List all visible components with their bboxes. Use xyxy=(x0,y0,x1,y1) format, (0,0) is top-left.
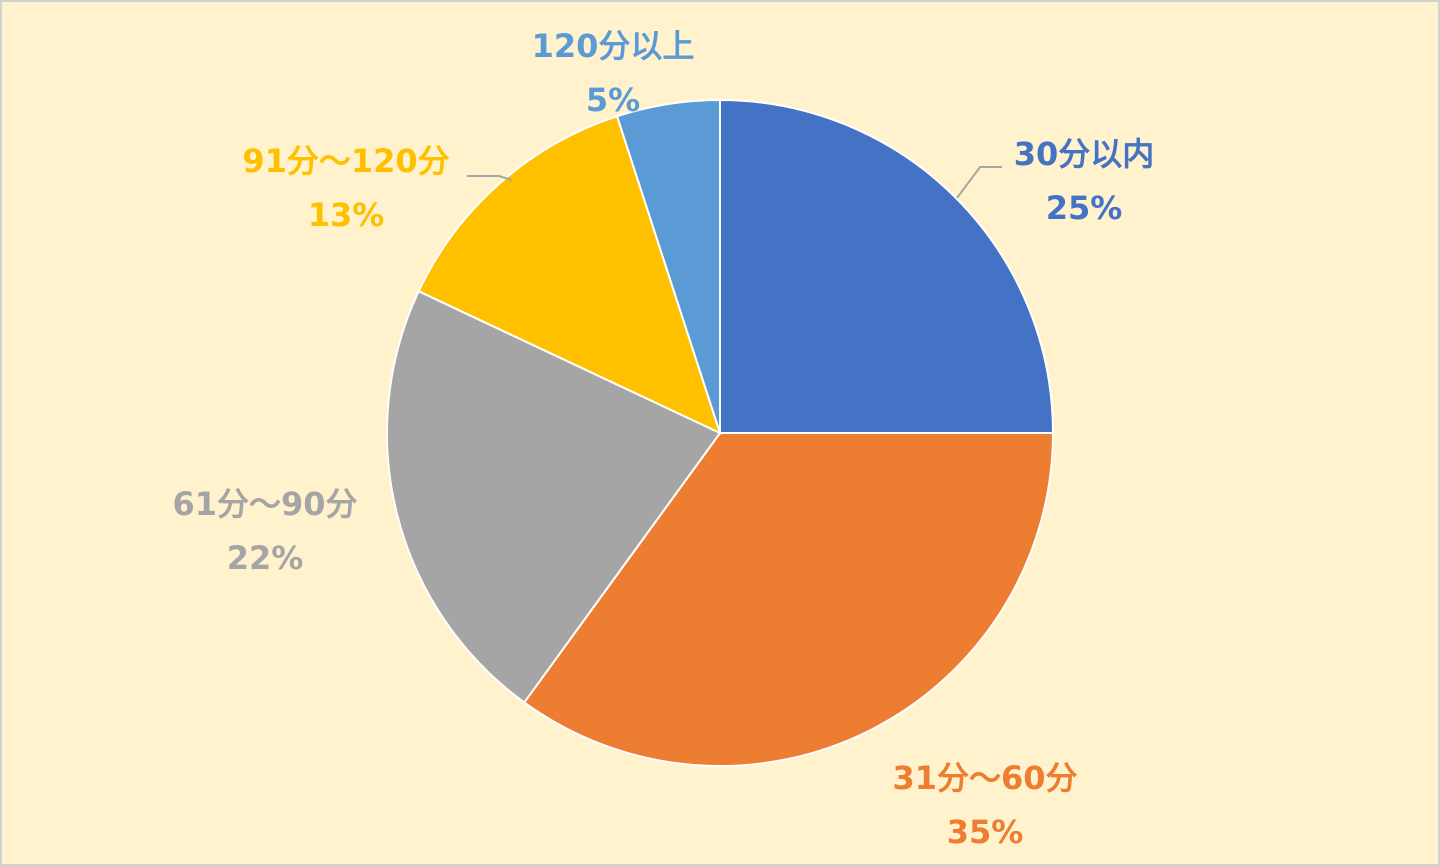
data-label-over-120min: 120分以上 5% xyxy=(532,30,695,116)
slice-percent-31-60min: 35% xyxy=(946,813,1024,851)
slice-label-over-120min: 120分以上 xyxy=(531,27,695,65)
leader-line-91-120min xyxy=(467,175,513,181)
data-label-61-90min: 61分～90分 22% xyxy=(172,488,357,574)
slice-percent-30min: 25% xyxy=(1045,189,1123,227)
slice-percent-over-120min: 5% xyxy=(585,81,641,119)
pie-slice-over-120min xyxy=(615,98,721,434)
slice-label-91-120min: 91分～120分 xyxy=(242,142,450,180)
data-label-30min: 30分以内 25% xyxy=(1014,138,1155,224)
slice-label-30min: 30分以内 xyxy=(1013,135,1155,173)
slice-percent-61-90min: 22% xyxy=(226,539,304,577)
data-label-91-120min: 91分～120分 13% xyxy=(242,145,449,231)
slice-percent-91-120min: 13% xyxy=(307,196,385,234)
pie-slice-31-60min xyxy=(522,432,1055,767)
slice-label-31-60min: 31分～60分 xyxy=(892,759,1078,797)
data-label-31-60min: 31分～60分 35% xyxy=(892,762,1077,848)
slice-label-61-90min: 61分～90分 xyxy=(172,485,358,523)
leader-line-30min xyxy=(956,166,1002,199)
pie-slice-91-120min xyxy=(417,115,722,435)
pie-slice-30min xyxy=(719,98,1055,434)
